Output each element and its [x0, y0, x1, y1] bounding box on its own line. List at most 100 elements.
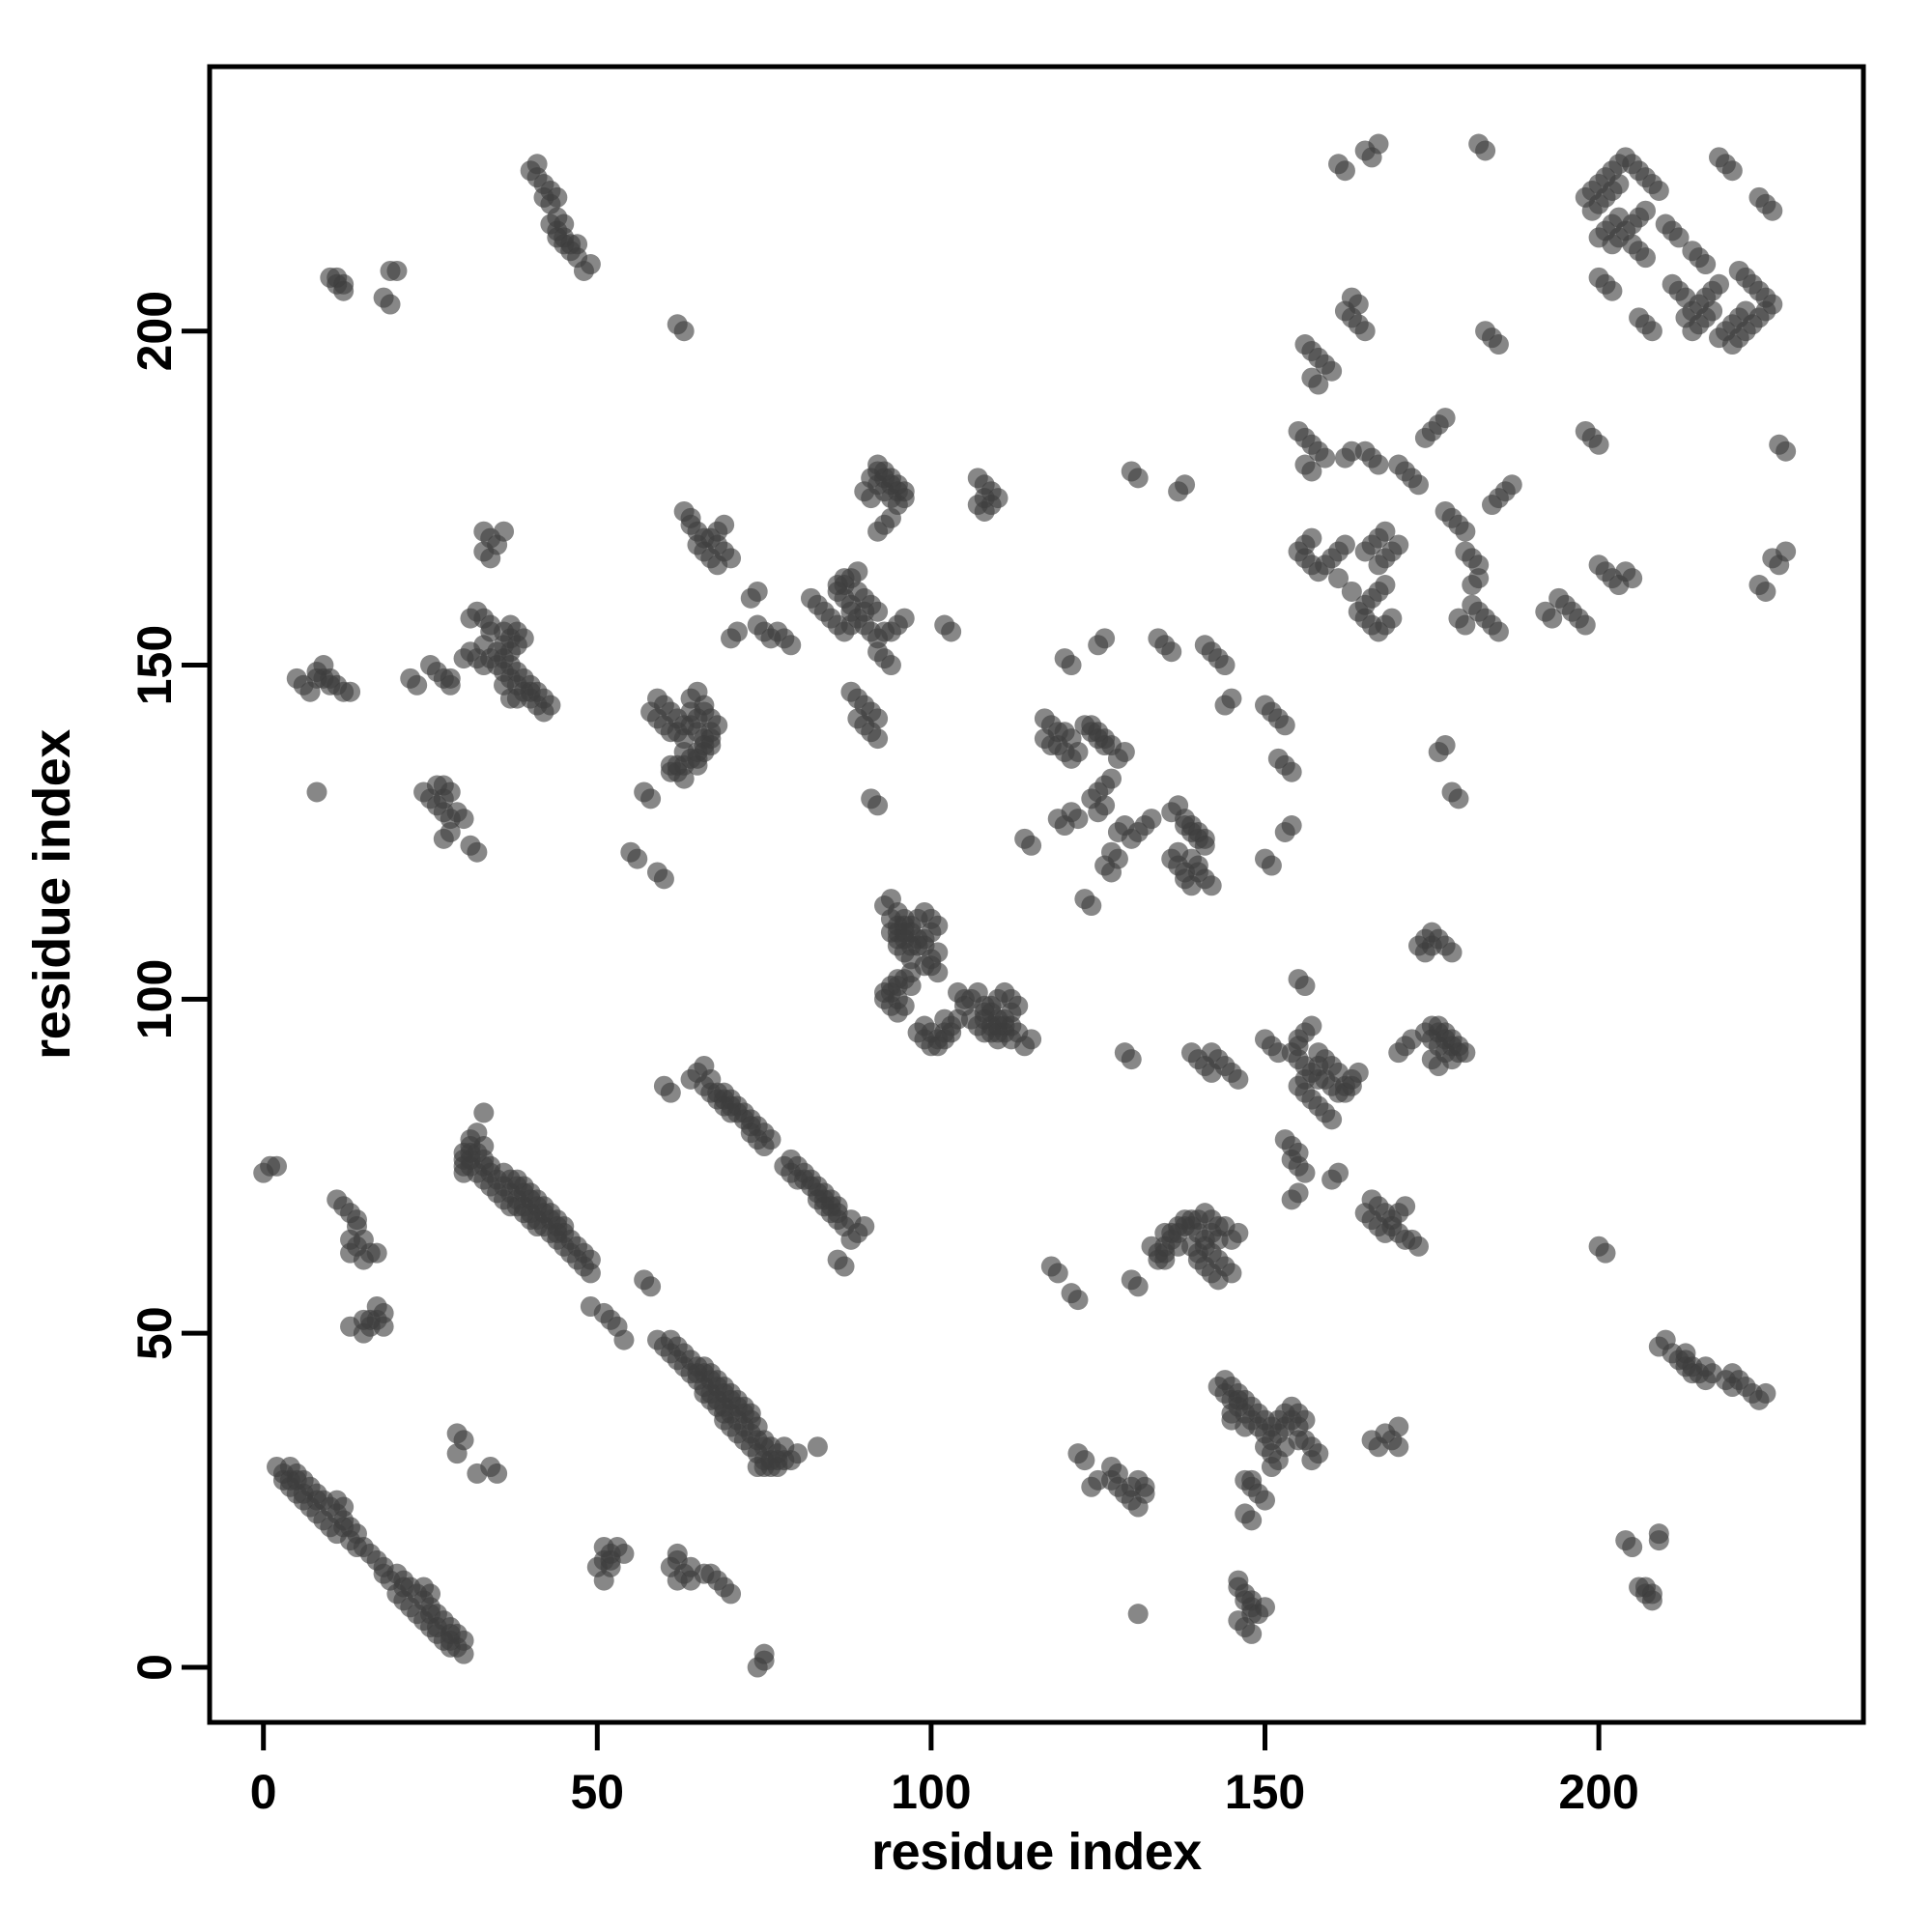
- data-point: [279, 1469, 300, 1491]
- data-point: [1648, 1523, 1669, 1545]
- data-point: [1402, 1029, 1423, 1050]
- data-point: [921, 955, 942, 977]
- data-point: [887, 969, 908, 990]
- data-point: [941, 621, 962, 642]
- y-tick-label: 0: [128, 1654, 182, 1681]
- data-point: [426, 1617, 447, 1637]
- data-point: [1194, 828, 1215, 849]
- data-point: [1608, 174, 1630, 195]
- data-point: [346, 1209, 367, 1231]
- data-point: [1662, 273, 1683, 295]
- data-point: [1067, 741, 1089, 762]
- data-point: [1354, 440, 1376, 462]
- data-point: [1375, 521, 1396, 542]
- y-axis-label: residue index: [23, 729, 81, 1060]
- data-point: [1634, 200, 1656, 221]
- data-point: [1368, 133, 1389, 155]
- data-point: [1395, 1196, 1416, 1217]
- data-point: [1354, 541, 1376, 562]
- data-point: [1368, 554, 1389, 576]
- data-point: [1154, 1242, 1176, 1264]
- data-point: [607, 1537, 628, 1557]
- data-point: [1381, 608, 1403, 629]
- data-point: [1602, 280, 1623, 301]
- data-point: [1175, 474, 1196, 496]
- data-point: [1288, 969, 1309, 990]
- data-point: [1315, 447, 1336, 469]
- data-point: [714, 1082, 735, 1103]
- data-point: [593, 1570, 614, 1591]
- data-point: [1462, 594, 1483, 615]
- data-point: [340, 681, 361, 702]
- data-point: [1235, 1503, 1256, 1524]
- data-point: [1488, 334, 1509, 355]
- data-point: [1682, 241, 1703, 262]
- data-point: [446, 802, 468, 823]
- data-point: [1161, 641, 1182, 663]
- data-point: [921, 908, 942, 929]
- data-point: [1641, 1590, 1662, 1611]
- data-point: [1728, 1370, 1749, 1391]
- data-point: [726, 621, 748, 642]
- data-point: [787, 1155, 809, 1177]
- data-point: [867, 641, 889, 663]
- data-point: [747, 581, 768, 602]
- data-point: [1588, 1236, 1609, 1257]
- data-point: [1348, 1062, 1369, 1083]
- data-point: [1094, 795, 1116, 816]
- data-point: [1255, 695, 1275, 716]
- data-point: [1388, 1416, 1409, 1437]
- data-point: [673, 321, 695, 342]
- data-point: [834, 1256, 855, 1277]
- data-point: [473, 1102, 495, 1123]
- data-point: [1402, 1229, 1423, 1250]
- data-point: [1435, 408, 1456, 429]
- data-point: [1354, 321, 1376, 342]
- data-point: [1441, 942, 1463, 963]
- data-point: [286, 668, 307, 689]
- data-point: [1608, 207, 1630, 228]
- data-point: [1575, 420, 1596, 441]
- data-point: [1127, 1604, 1149, 1625]
- data-point: [1615, 561, 1636, 582]
- data-point: [526, 154, 548, 175]
- data-point: [1308, 374, 1329, 395]
- y-axis-ticks: 0 50 100 150 200: [128, 291, 208, 1681]
- data-point: [1221, 688, 1242, 709]
- data-point: [446, 1443, 468, 1464]
- data-point: [653, 1075, 674, 1096]
- data-point: [941, 1022, 962, 1043]
- data-point: [767, 1457, 788, 1478]
- data-point: [680, 701, 701, 723]
- data-point: [1735, 300, 1756, 322]
- data-point: [1061, 655, 1082, 676]
- data-point: [867, 728, 889, 750]
- data-point: [1301, 527, 1322, 549]
- data-point: [1074, 1450, 1095, 1471]
- data-point: [1435, 735, 1456, 756]
- data-point: [1755, 1382, 1776, 1404]
- data-point: [1321, 360, 1343, 382]
- data-point: [1548, 587, 1570, 609]
- data-point: [1081, 715, 1102, 736]
- data-point: [494, 521, 515, 542]
- data-point: [880, 922, 901, 943]
- data-point: [320, 267, 341, 288]
- data-point: [1634, 247, 1656, 269]
- data-point: [747, 1657, 768, 1678]
- data-point: [1648, 180, 1669, 201]
- data-point: [1308, 1042, 1329, 1064]
- data-point: [1448, 608, 1469, 629]
- data-point: [880, 507, 901, 528]
- data-point: [861, 488, 882, 509]
- data-point: [293, 1483, 314, 1504]
- data-point: [373, 287, 394, 308]
- data-point: [1001, 988, 1022, 1009]
- data-point: [660, 1556, 681, 1577]
- data-point: [880, 889, 901, 910]
- data-point: [440, 1630, 461, 1651]
- data-point: [647, 862, 668, 883]
